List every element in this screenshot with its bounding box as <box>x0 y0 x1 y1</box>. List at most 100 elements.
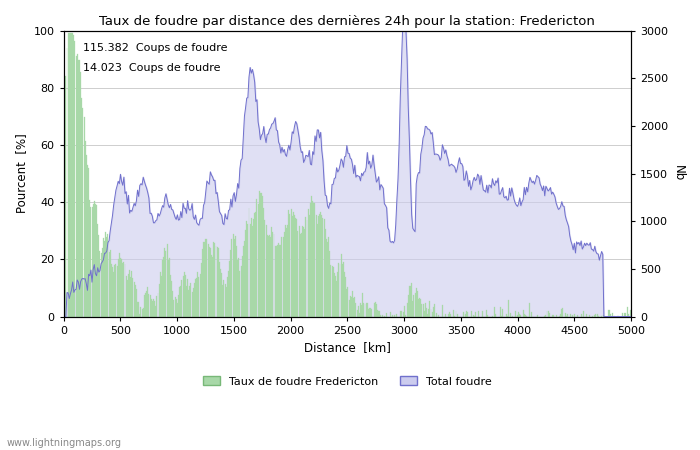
Bar <box>90 207 92 316</box>
Bar <box>201 263 202 316</box>
Bar <box>128 274 129 316</box>
Bar <box>209 247 210 316</box>
X-axis label: Distance  [km]: Distance [km] <box>304 341 391 354</box>
Bar <box>148 293 149 316</box>
Bar <box>562 308 564 316</box>
Bar <box>424 311 425 316</box>
Bar <box>376 304 377 316</box>
Bar <box>627 306 629 316</box>
Bar <box>221 273 222 316</box>
Bar <box>466 311 467 316</box>
Bar <box>352 291 353 316</box>
Bar <box>286 228 287 316</box>
Bar <box>214 243 216 316</box>
Bar <box>106 237 107 316</box>
Bar <box>68 33 69 316</box>
Bar <box>326 239 327 316</box>
Bar <box>251 218 252 316</box>
Bar <box>238 258 239 316</box>
Bar <box>523 310 524 316</box>
Bar <box>351 297 352 316</box>
Bar <box>130 276 131 316</box>
Bar <box>547 311 549 316</box>
Bar <box>120 258 121 316</box>
Bar <box>467 312 468 316</box>
Bar <box>517 315 518 316</box>
Bar <box>186 286 187 316</box>
Bar <box>65 76 66 316</box>
Bar <box>414 293 416 316</box>
Bar <box>403 312 404 316</box>
Bar <box>350 296 351 316</box>
Bar <box>285 225 286 316</box>
Bar <box>165 251 167 316</box>
Text: 14.023  Coups de foudre: 14.023 Coups de foudre <box>83 63 221 73</box>
Bar <box>274 246 276 316</box>
Bar <box>363 303 365 316</box>
Bar <box>544 315 545 316</box>
Bar <box>179 287 180 316</box>
Bar <box>248 208 249 316</box>
Bar <box>77 54 78 316</box>
Bar <box>70 33 71 316</box>
Bar <box>122 263 123 316</box>
Bar <box>226 287 227 316</box>
Bar <box>139 314 140 316</box>
Bar <box>169 258 170 316</box>
Bar <box>118 259 119 316</box>
Bar <box>336 282 337 316</box>
Bar <box>596 314 598 316</box>
Bar <box>136 289 137 316</box>
Bar <box>127 280 128 316</box>
Bar <box>269 235 270 316</box>
Bar <box>112 267 113 316</box>
Bar <box>156 296 158 316</box>
Bar <box>296 219 297 316</box>
Bar <box>545 315 547 316</box>
Bar <box>247 225 248 316</box>
Bar <box>94 201 95 316</box>
Bar <box>160 272 161 316</box>
Bar <box>500 307 501 316</box>
Bar <box>609 310 610 316</box>
Bar <box>323 219 325 316</box>
Bar <box>430 310 431 316</box>
Bar <box>197 272 198 316</box>
Bar <box>268 237 269 316</box>
Bar <box>475 312 476 316</box>
Bar <box>172 291 174 316</box>
Bar <box>561 309 562 316</box>
Bar <box>177 303 178 316</box>
Bar <box>378 311 379 316</box>
Bar <box>409 286 410 316</box>
Bar <box>570 314 571 316</box>
Bar <box>202 249 203 316</box>
Bar <box>146 291 147 316</box>
Bar <box>66 48 67 316</box>
Bar <box>235 236 236 316</box>
Bar <box>346 289 347 316</box>
Bar <box>119 252 120 316</box>
Bar <box>188 290 189 316</box>
Bar <box>438 315 440 316</box>
Bar <box>338 263 339 316</box>
Bar <box>108 252 110 316</box>
Bar <box>135 285 136 316</box>
Bar <box>505 314 507 316</box>
Bar <box>71 33 72 316</box>
Bar <box>218 248 219 316</box>
Bar <box>524 314 525 316</box>
Bar <box>102 248 103 316</box>
Bar <box>105 232 106 316</box>
Bar <box>150 299 152 316</box>
Bar <box>63 95 64 316</box>
Bar <box>278 243 279 316</box>
Bar <box>405 315 407 316</box>
Bar <box>425 303 426 316</box>
Text: www.lightningmaps.org: www.lightningmaps.org <box>7 438 122 448</box>
Bar <box>428 309 429 316</box>
Bar <box>129 270 130 316</box>
Bar <box>400 311 401 316</box>
Bar <box>262 196 263 316</box>
Bar <box>386 313 387 316</box>
